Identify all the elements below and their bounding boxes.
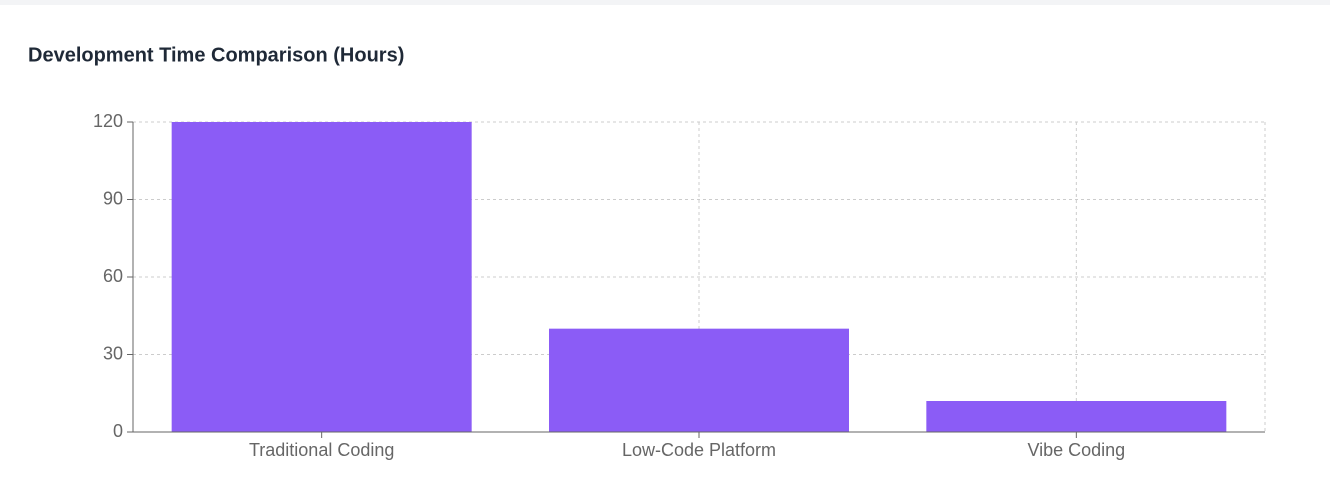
y-tick-label: 90 [103, 188, 123, 208]
bar [171, 122, 472, 432]
top-strip [0, 0, 1330, 5]
x-tick-label: Vibe Coding [1027, 440, 1125, 460]
y-tick-label: 120 [93, 111, 123, 131]
bar [926, 401, 1227, 432]
x-tick-label: Low-Code Platform [622, 440, 776, 460]
y-tick-label: 30 [103, 343, 123, 363]
x-tick-label: Traditional Coding [249, 440, 394, 460]
y-tick-label: 60 [103, 266, 123, 286]
y-tick-label: 0 [113, 421, 123, 441]
chart-title: Development Time Comparison (Hours) [28, 44, 404, 66]
bar [549, 328, 849, 432]
